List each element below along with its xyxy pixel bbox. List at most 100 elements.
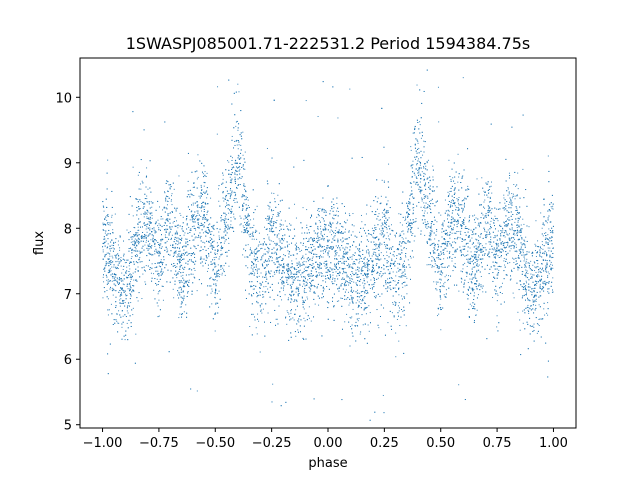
data-point: [492, 296, 494, 298]
data-point: [359, 284, 361, 286]
data-point: [194, 217, 196, 219]
data-point: [199, 206, 201, 208]
data-point: [429, 239, 431, 241]
data-point: [119, 305, 121, 307]
data-point: [531, 291, 533, 293]
data-point: [151, 217, 153, 219]
data-point: [423, 202, 425, 204]
data-point: [176, 266, 178, 268]
data-point: [484, 221, 486, 223]
data-point: [547, 314, 549, 316]
data-point: [377, 197, 379, 199]
data-point: [188, 281, 190, 283]
data-point: [202, 232, 204, 234]
data-point: [548, 288, 550, 290]
data-point: [127, 305, 129, 307]
data-point: [376, 244, 378, 246]
data-point: [469, 287, 471, 289]
data-point: [271, 252, 273, 254]
data-point: [407, 259, 409, 261]
data-point: [407, 204, 409, 206]
data-point: [274, 222, 276, 224]
data-point: [171, 193, 173, 195]
data-point: [543, 252, 545, 254]
data-point: [218, 188, 220, 190]
data-point: [367, 267, 369, 269]
data-point: [367, 233, 369, 235]
data-point: [351, 316, 353, 318]
data-point: [242, 254, 244, 256]
data-point: [147, 188, 149, 190]
data-point: [213, 225, 215, 227]
data-point: [421, 171, 423, 173]
data-point: [306, 209, 308, 211]
data-point: [296, 276, 298, 278]
data-point: [236, 144, 238, 146]
data-point: [379, 243, 381, 245]
data-point: [498, 269, 500, 271]
data-point: [197, 176, 199, 178]
data-point: [158, 291, 160, 293]
data-point: [388, 163, 390, 165]
data-point: [200, 215, 202, 217]
data-point: [308, 247, 310, 249]
data-point: [254, 249, 256, 251]
data-point: [290, 312, 292, 314]
data-point: [507, 194, 509, 196]
data-point: [267, 263, 269, 265]
data-point: [397, 282, 399, 284]
data-point: [126, 310, 128, 312]
data-point: [297, 329, 299, 331]
data-point: [548, 250, 550, 252]
data-point: [216, 293, 218, 295]
data-point: [444, 247, 446, 249]
data-point: [105, 263, 107, 265]
data-point: [102, 297, 104, 299]
data-point: [178, 248, 180, 250]
data-point: [310, 237, 312, 239]
data-point: [477, 294, 479, 296]
data-point: [469, 247, 471, 249]
data-point: [177, 254, 179, 256]
data-point: [253, 218, 255, 220]
data-point: [410, 232, 412, 234]
data-point: [129, 283, 131, 285]
data-point: [118, 322, 120, 324]
data-point: [547, 291, 549, 293]
data-point: [320, 225, 322, 227]
data-point: [366, 277, 368, 279]
data-point: [375, 252, 377, 254]
data-point: [416, 164, 418, 166]
data-point: [352, 297, 354, 299]
data-point: [430, 264, 432, 266]
data-point: [398, 294, 400, 296]
data-point: [417, 181, 419, 183]
data-point: [162, 209, 164, 211]
data-point: [305, 312, 307, 314]
data-point: [178, 247, 180, 249]
data-point: [467, 260, 469, 262]
data-point: [514, 195, 516, 197]
data-point: [421, 210, 423, 212]
data-point: [107, 243, 109, 245]
data-point: [200, 184, 202, 186]
data-point: [489, 243, 491, 245]
data-point: [276, 318, 278, 320]
data-point: [239, 168, 241, 170]
data-point: [256, 230, 258, 232]
data-point: [129, 277, 131, 279]
data-point: [295, 273, 297, 275]
data-point: [274, 221, 276, 223]
data-point: [158, 252, 160, 254]
data-point: [120, 280, 122, 282]
data-point: [260, 285, 262, 287]
data-point: [380, 230, 382, 232]
data-point: [137, 226, 139, 228]
data-point: [267, 246, 269, 248]
data-point: [318, 268, 320, 270]
data-point: [511, 197, 513, 199]
data-point: [113, 277, 115, 279]
data-point: [298, 287, 300, 289]
data-point: [244, 221, 246, 223]
data-point: [407, 207, 409, 209]
